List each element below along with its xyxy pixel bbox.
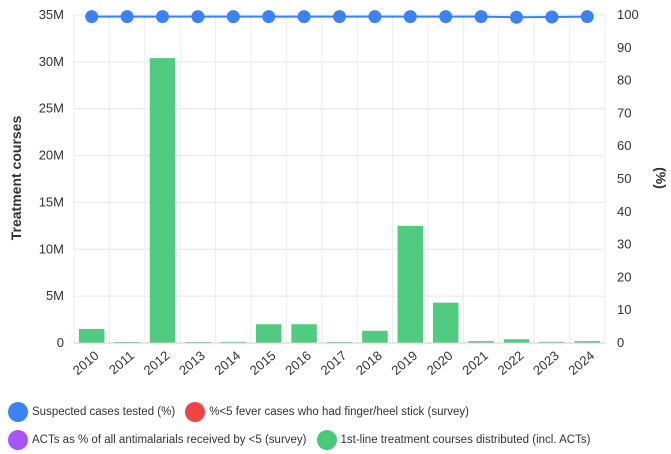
bar-2019[interactable] (397, 225, 424, 343)
x-tick-label: 2010 (70, 348, 102, 378)
legend-label: Suspected cases tested (%) (32, 406, 176, 418)
bar-2015[interactable] (255, 324, 282, 343)
y-right-tick-label: 100 (617, 7, 639, 22)
bar-2024[interactable] (574, 341, 601, 343)
bar-2023[interactable] (539, 341, 565, 343)
bar-2018[interactable] (362, 330, 388, 343)
legend-item-treatment-courses[interactable]: 1st-line treatment courses distributed (… (316, 430, 591, 450)
legend: Suspected cases tested (%) %<5 fever cas… (8, 398, 668, 454)
y-right-tick-label: 30 (617, 237, 631, 252)
y-right-tick-label: 50 (617, 171, 631, 186)
x-tick-label: 2015 (247, 348, 279, 378)
legend-swatch-blue (8, 402, 28, 422)
x-tick-label: 2011 (106, 348, 137, 377)
x-tick-label: 2016 (282, 348, 314, 378)
x-tick-label: 2020 (424, 348, 456, 378)
point-2011[interactable] (120, 10, 134, 24)
x-tick-label: 2017 (318, 348, 350, 378)
y-right-tick-label: 80 (617, 73, 631, 88)
y-right-tick-label: 70 (617, 105, 631, 120)
y-left-tick-label: 30M (39, 54, 64, 69)
y-axis-right-title: (%) (653, 167, 669, 189)
x-tick-label: 2021 (459, 348, 491, 378)
x-tick-label: 2024 (565, 348, 597, 378)
point-2020[interactable] (439, 10, 453, 24)
y-right-tick-label: 20 (617, 269, 631, 284)
point-2016[interactable] (297, 10, 311, 24)
line-series (85, 10, 594, 24)
bar-2012[interactable] (149, 58, 176, 343)
x-tick-label: 2019 (388, 348, 420, 378)
y-left-tick-label: 35M (39, 7, 64, 22)
point-2010[interactable] (85, 10, 99, 24)
point-2017[interactable] (333, 10, 346, 24)
point-2019[interactable] (403, 10, 417, 24)
bar-2010[interactable] (78, 328, 105, 343)
bar-series (78, 58, 601, 343)
y-left-tick-label: 0 (57, 335, 64, 350)
x-tick-label: 2018 (353, 348, 385, 378)
legend-label: 1st-line treatment courses distributed (… (340, 434, 591, 446)
y-left-tick-label: 25M (39, 101, 64, 116)
y-left-tick-label: 20M (39, 148, 64, 163)
legend-label: ACTs as % of all antimalarials received … (32, 434, 307, 446)
x-tick-label: 2014 (211, 348, 243, 378)
legend-label: %<5 fever cases who had finger/heel stic… (209, 406, 470, 418)
bar-2022[interactable] (503, 339, 530, 343)
x-tick-label: 2013 (176, 348, 208, 378)
legend-swatch-green (316, 430, 337, 450)
x-tick-label: 2022 (495, 348, 527, 378)
y-axis-left-title: Treatment courses (8, 116, 24, 241)
legend-swatch-red (185, 402, 206, 422)
legend-swatch-purple (8, 430, 28, 450)
y-right-tick-label: 10 (617, 302, 631, 317)
y-right-tick-label: 0 (617, 335, 624, 350)
y-right-tick-label: 40 (617, 204, 631, 219)
point-2013[interactable] (191, 10, 205, 24)
point-2018[interactable] (368, 10, 382, 24)
point-2014[interactable] (226, 10, 240, 24)
point-2023[interactable] (545, 10, 559, 24)
point-2012[interactable] (156, 10, 169, 24)
legend-item-suspected-tested[interactable]: Suspected cases tested (%) (8, 402, 175, 422)
y-left-tick-label: 5M (46, 288, 64, 303)
point-2022[interactable] (510, 10, 523, 24)
axes: 0 5M 10M 15M 20M 25M 30M 35M 0 10 20 30 40 50 60 70 80 90… (39, 7, 639, 378)
point-2015[interactable] (262, 10, 276, 24)
bar-2020[interactable] (432, 302, 459, 343)
legend-item-finger-stick[interactable]: %<5 fever cases who had finger/heel stic… (185, 402, 469, 422)
bar-2014[interactable] (220, 341, 247, 343)
y-right-tick-label: 60 (617, 138, 631, 153)
y-right-tick-label: 90 (617, 40, 631, 55)
x-tick-label: 2012 (141, 348, 173, 378)
bar-2016[interactable] (291, 324, 317, 343)
legend-item-acts-percent[interactable]: ACTs as % of all antimalarials received … (8, 430, 307, 450)
point-2024[interactable] (580, 10, 594, 24)
y-left-tick-label: 15M (39, 194, 64, 209)
point-2021[interactable] (474, 10, 488, 24)
x-tick-label: 2023 (530, 348, 562, 378)
y-left-tick-label: 10M (39, 241, 64, 256)
bar-2021[interactable] (468, 341, 494, 343)
combo-chart: 0 5M 10M 15M 20M 25M 30M 35M 0 10 20 30 40 50 60 70 80 90… (8, 7, 669, 378)
